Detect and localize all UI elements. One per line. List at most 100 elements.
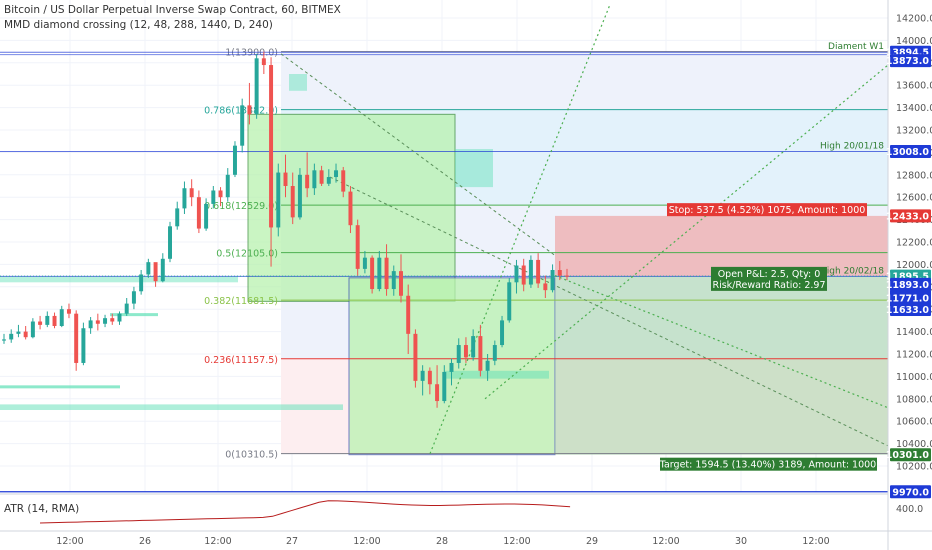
price-tag-text: 11895.5 (886, 272, 929, 283)
y-tick-label: 12000.0 (896, 260, 932, 271)
y-tick-label: 13200.0 (896, 126, 932, 137)
candle-body (2, 339, 6, 341)
demand-box-1 (455, 149, 493, 188)
candle-body (168, 226, 172, 259)
candle-body (348, 191, 353, 226)
x-tick-label: 28 (436, 536, 448, 547)
candle-body (124, 303, 129, 314)
candles (2, 51, 569, 408)
candle-body (283, 172, 288, 186)
demand-box-3 (445, 370, 549, 379)
candle-body (362, 257, 367, 269)
candle-body (269, 65, 274, 228)
level-label: Diament W1 (828, 42, 884, 52)
y-tick-label: 11200.0 (896, 350, 932, 361)
atr-line (39, 500, 571, 524)
level-label: High 20/02/18 (820, 266, 884, 276)
candle-body (276, 172, 281, 228)
target-label: Target: 1594.5 (13.40%) 3189, Amount: 10… (659, 460, 876, 471)
fib-level-label: 0(10310.5) (225, 450, 278, 461)
candle-body (30, 321, 35, 338)
atr-price-label: 400.0 (896, 504, 923, 515)
candle-body (225, 174, 230, 198)
position-labels: Stop: 537.5 (4.52%) 1075, Amount: 1000 Op… (659, 203, 877, 471)
candle-body (442, 371, 447, 402)
y-tick-label: 10800.0 (896, 394, 932, 405)
atr-label: ATR (14, RMA) (4, 503, 80, 515)
candle-body (521, 265, 526, 285)
candle-body (196, 197, 201, 229)
y-tick-label: 11400.0 (896, 327, 932, 338)
x-tick-label: 12:00 (56, 536, 83, 547)
price-tag-text: 13008.0 (886, 147, 930, 158)
candle-body (326, 177, 331, 184)
price-tag (890, 291, 931, 305)
candle-body (117, 313, 122, 322)
candle-body (95, 320, 100, 324)
candle-body (391, 271, 396, 290)
candle-body (355, 225, 360, 269)
candle-body (528, 259, 533, 285)
trend-line (280, 53, 556, 256)
trend-lines (280, 4, 889, 454)
price-tag (890, 277, 931, 291)
candle-body (319, 170, 324, 184)
pnl-label: Open P&L: 2.5, Qty: 0 (718, 269, 821, 280)
candle-body (463, 345, 468, 358)
price-tag-text: 11893.0 (886, 280, 930, 291)
candle-body (204, 203, 209, 229)
candle-body (45, 315, 50, 325)
price-tag-text: 9970.0 (892, 487, 929, 498)
price-tag (890, 54, 931, 68)
price-tag (890, 303, 931, 317)
candle-body (254, 58, 259, 115)
candle-body (247, 105, 252, 115)
candle-body (232, 145, 237, 175)
y-tick-label: 10600.0 (896, 417, 932, 428)
candle-body (413, 333, 418, 381)
target-label-box (660, 457, 877, 471)
fib-level-label: 1(13900.0) (225, 48, 278, 59)
candle-body (189, 188, 194, 198)
price-tag (890, 485, 931, 499)
demand-box-5 (0, 276, 238, 283)
candle-body (312, 170, 317, 189)
candle-body (59, 309, 64, 326)
x-tick-label: 27 (286, 536, 298, 547)
x-tick-label: 12:00 (802, 536, 829, 547)
candle-body (74, 313, 79, 363)
price-tag-text: 10301.0 (886, 450, 930, 461)
y-tick-label: 10200.0 (896, 462, 932, 473)
stop-zone (555, 215, 888, 277)
price-tag (890, 448, 931, 462)
price-tag-text: 11771.0 (886, 294, 930, 305)
fib-retracement: 1(13900.0)0.786(13382.0)0.618(12529.0)0.… (0, 42, 888, 493)
candle-body (399, 271, 403, 296)
rr-label: Risk/Reward Ratio: 2.97 (712, 280, 825, 291)
price-tag-text: 12433.0 (886, 211, 930, 222)
trend-line (329, 176, 889, 447)
candle-body (456, 345, 461, 363)
candle-body (103, 318, 108, 324)
y-tick-label: 13600.0 (896, 81, 932, 92)
candle-body (406, 295, 411, 334)
x-tick-label: 26 (139, 536, 151, 547)
candle-body (88, 320, 93, 329)
level-label: High 20/01/18 (820, 142, 884, 152)
candle-body (175, 208, 180, 227)
candle-body (507, 282, 512, 321)
x-tick-label: 29 (586, 536, 598, 547)
trend-line (429, 4, 611, 454)
candle-body (514, 265, 519, 283)
candle-body (384, 257, 389, 290)
candle-body (66, 309, 71, 314)
candle-body (16, 331, 21, 334)
candle-body (334, 170, 339, 178)
chart-title: Bitcoin / US Dollar Perpetual Inverse Sw… (4, 4, 341, 16)
demand-line-2 (110, 313, 158, 317)
candle-body (500, 320, 505, 346)
demand-line (0, 385, 120, 389)
candle-body (565, 275, 569, 277)
